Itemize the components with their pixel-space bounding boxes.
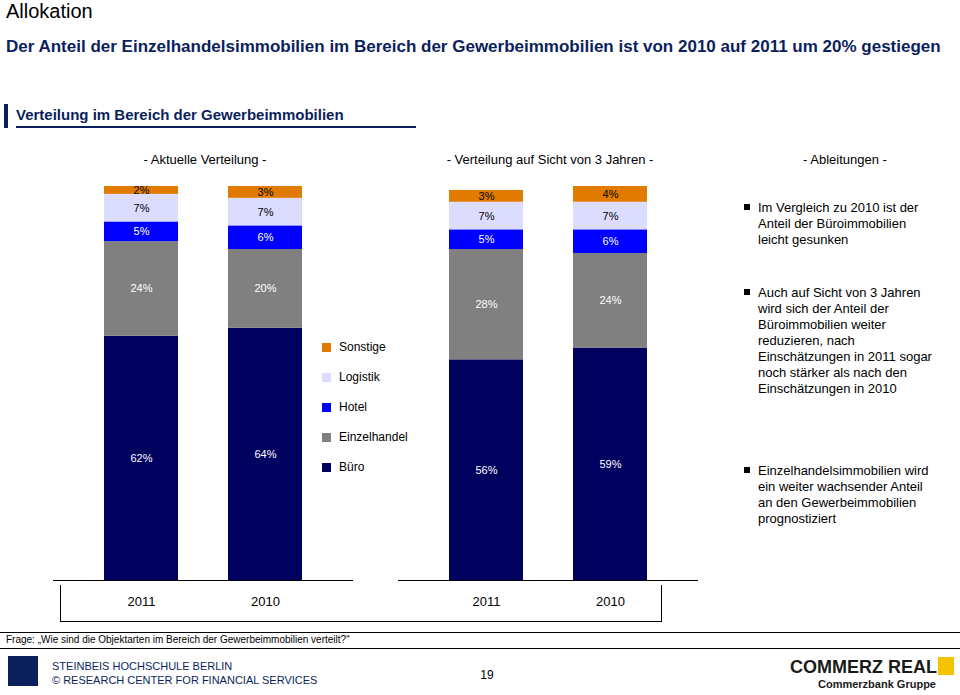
html-text:- Aktuelle Verteilung -: - Aktuelle Verteilung - [143,152,267,167]
svg-text:5%: 5% [134,225,150,237]
svg-text:3%: 3% [258,186,274,198]
html-text:Sonstige: Sonstige [339,340,386,354]
html-text:COMMERZ REAL: COMMERZ REAL [790,657,937,677]
html-text:Hotel: Hotel [339,400,367,414]
svg-text:4%: 4% [603,188,619,200]
svg-text:20%: 20% [254,282,276,294]
html-text:19: 19 [480,668,494,682]
svg-text:3%: 3% [479,190,495,202]
svg-text:24%: 24% [130,282,152,294]
html-text:Büro: Büro [339,460,365,474]
svg-text:56%: 56% [475,464,497,476]
html-text:STEINBEIS HOCHSCHULE BERLIN: STEINBEIS HOCHSCHULE BERLIN [52,660,233,672]
svg-text:7%: 7% [603,210,619,222]
html-text:Commerzbank Gruppe: Commerzbank Gruppe [818,678,936,690]
html-text:Allokation: Allokation [6,0,93,22]
svg-text:59%: 59% [599,458,621,470]
svg-text:7%: 7% [258,206,274,218]
html-text:Auch auf Sicht von 3 Jahren wi: Auch auf Sicht von 3 Jahren wird sich de… [758,285,932,396]
html-text:Einzelhandel: Einzelhandel [339,430,408,444]
svg-text:64%: 64% [254,448,276,460]
svg-text:2011: 2011 [473,594,501,609]
html-text:Der Anteil der Einzelhandelsim: Der Anteil der Einzelhandelsimmobilien i… [6,37,941,56]
svg-text:28%: 28% [475,298,497,310]
html-text:Einzelhandelsimmobilien wird e: Einzelhandelsimmobilien wird ein weiter … [758,463,929,526]
svg-text:2011: 2011 [128,594,156,609]
svg-text:62%: 62% [130,452,152,464]
svg-text:7%: 7% [479,210,495,222]
html-text:Frage: „Wie sind die Objektart: Frage: „Wie sind die Objektarten im Bere… [6,634,350,645]
svg-text:2010: 2010 [596,594,625,609]
svg-text:2010: 2010 [251,594,280,609]
svg-text:2%: 2% [134,184,150,196]
svg-text:7%: 7% [134,202,150,214]
svg-text:6%: 6% [603,235,619,247]
svg-text:6%: 6% [258,231,274,243]
html-text:- Verteilung auf Sicht von 3 J: - Verteilung auf Sicht von 3 Jahren - [446,152,654,167]
html-text:Im Vergleich zu 2010 ist der A: Im Vergleich zu 2010 ist der Anteil der … [758,200,919,247]
html-text:Logistik: Logistik [339,370,380,384]
svg-text:24%: 24% [599,294,621,306]
html-text:- Ableitungen -: - Ableitungen - [803,152,887,167]
html-text:Verteilung im Bereich der Gewe: Verteilung im Bereich der Gewerbeimmobil… [16,106,344,123]
svg-text:5%: 5% [479,233,495,245]
html-text:© RESEARCH CENTER FOR FINANCIA: © RESEARCH CENTER FOR FINANCIAL SERVICES [52,674,318,686]
